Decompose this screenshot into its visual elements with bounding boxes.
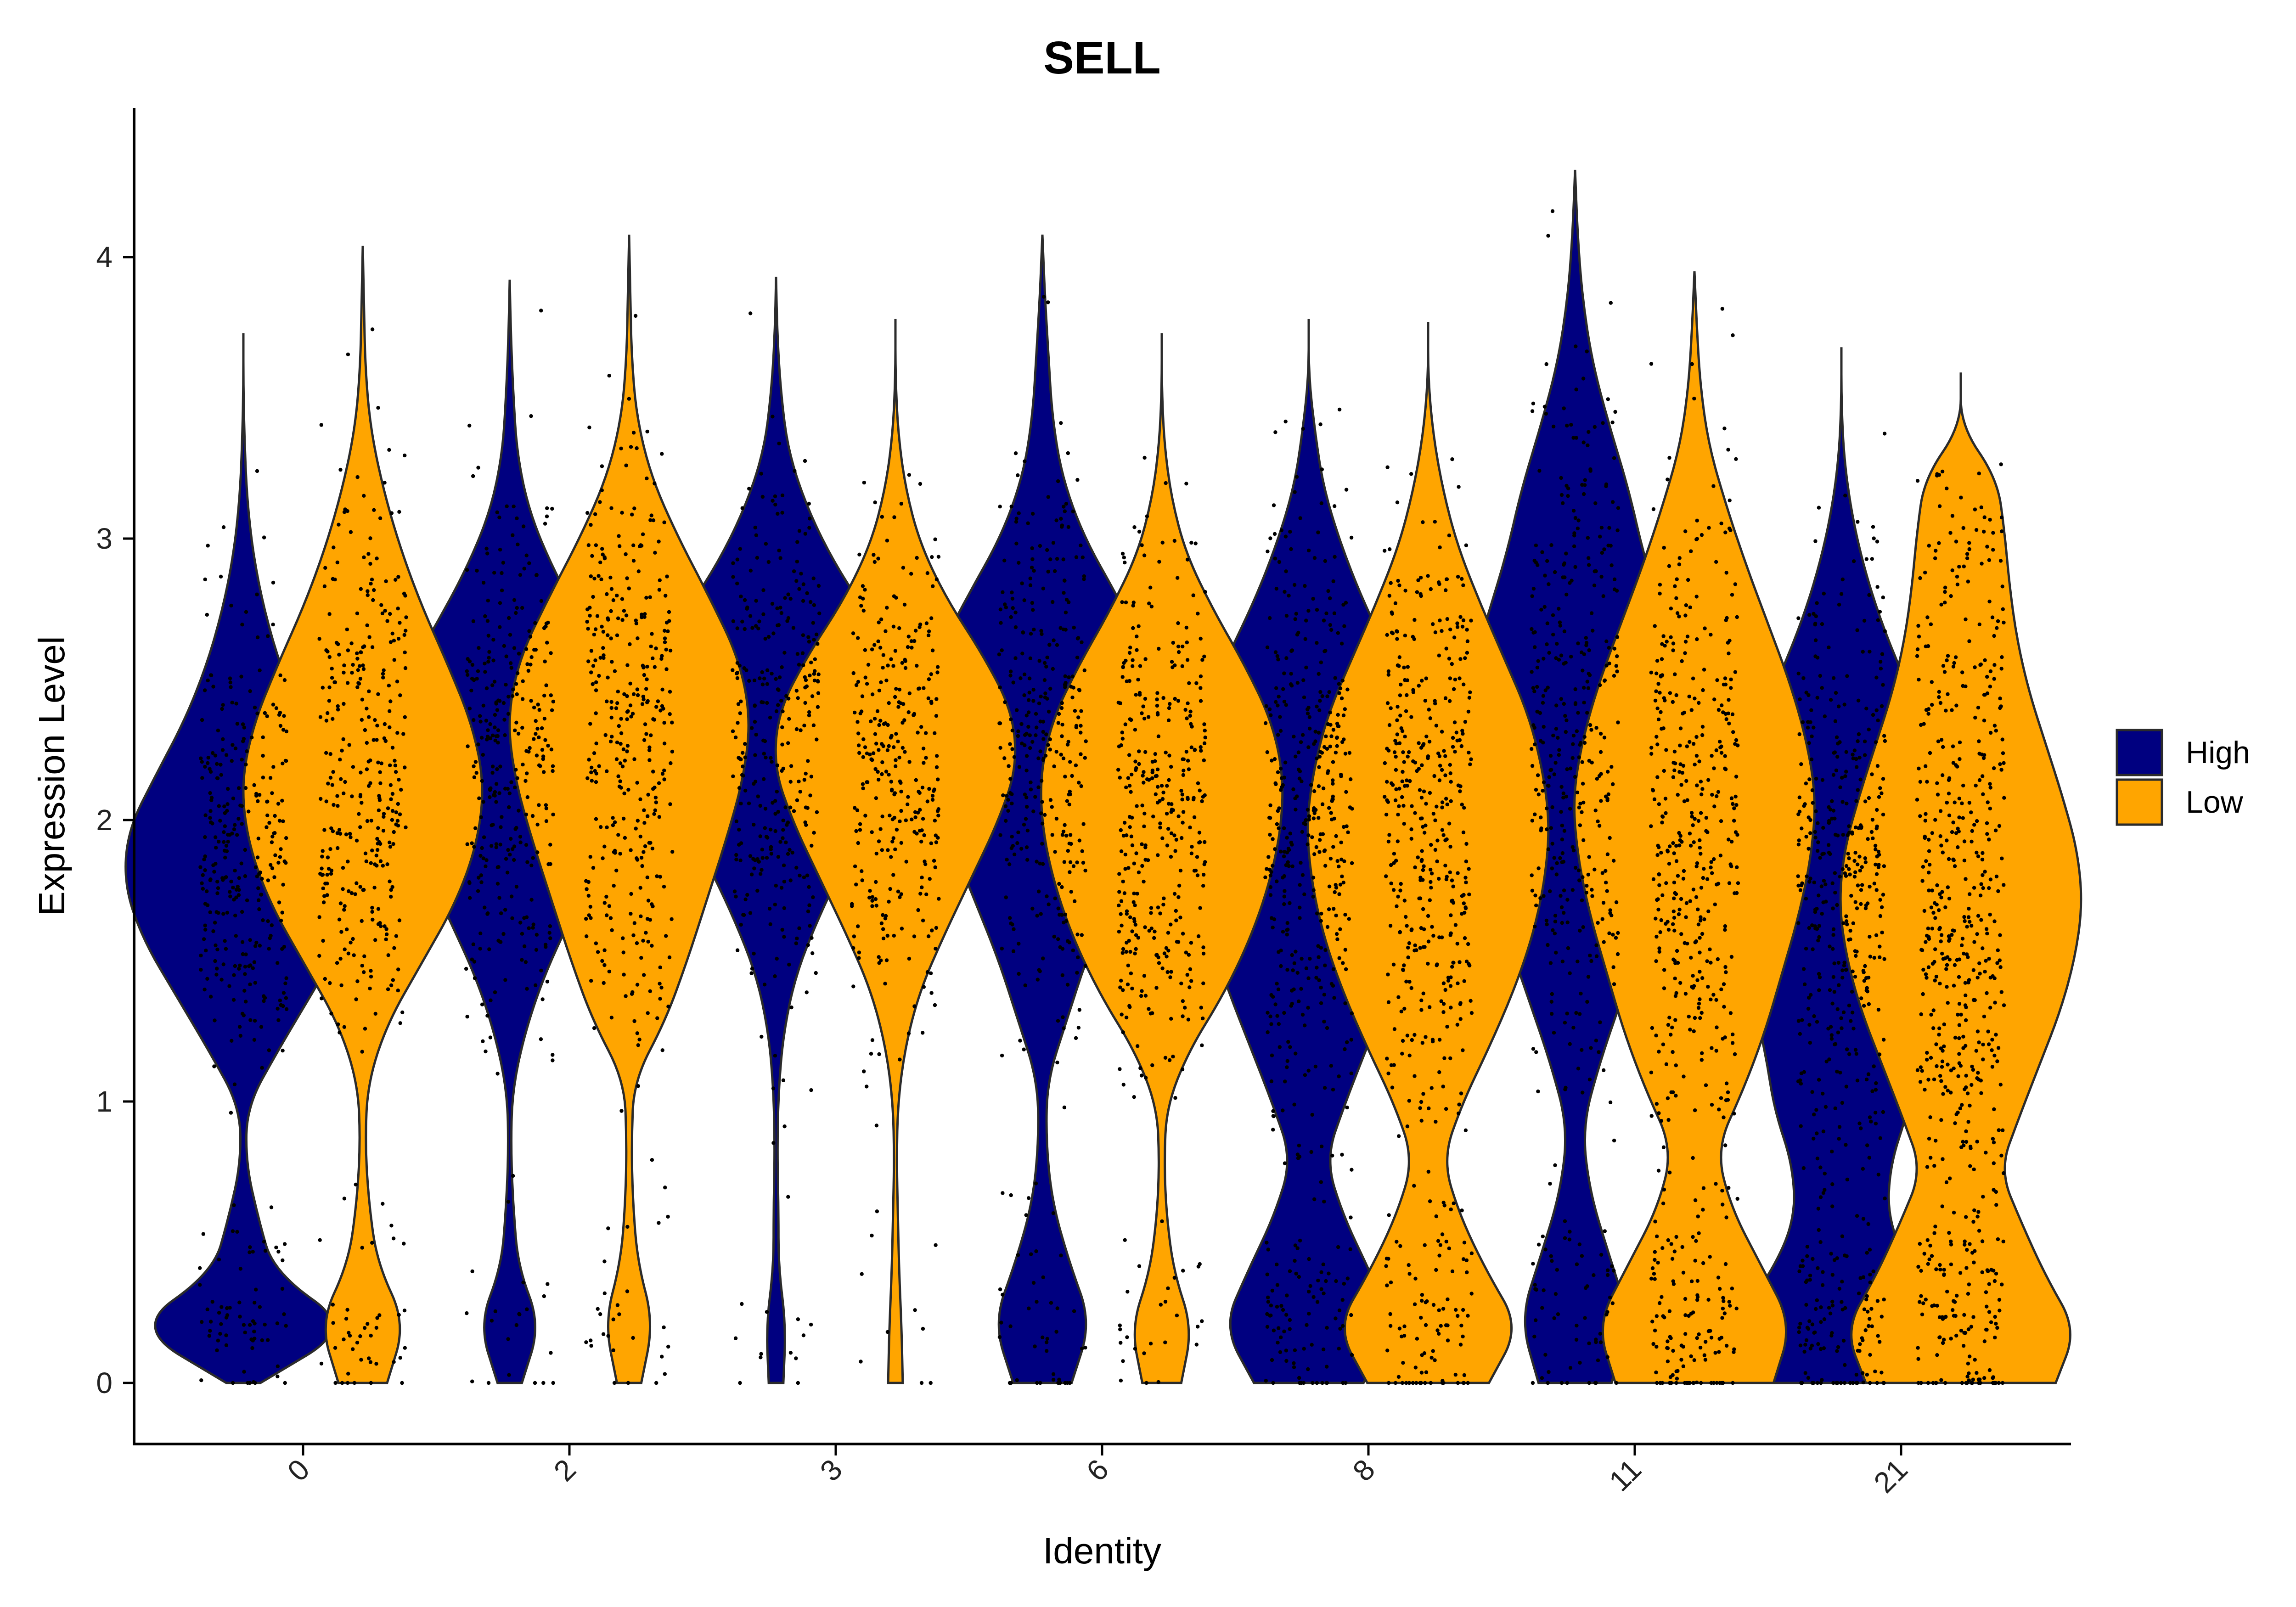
y-ticks: 0 1 2 3 4 [96,241,134,1399]
violin-low-6 [1040,333,1284,1384]
legend-label-low: Low [2186,785,2244,820]
y-axis-label: Expression Level [31,636,72,916]
x-tick-label-0: 0 [281,1453,316,1488]
x-axis-label: Identity [1043,1530,1161,1571]
x-tick-label-2: 2 [547,1453,582,1488]
points-high-11 [1530,209,1621,1385]
points-low-6 [1116,455,1207,1385]
points-low-2 [584,314,675,1385]
violin-low-2 [508,234,750,1384]
legend-label-high: High [2186,735,2250,770]
legend: High Low [2116,729,2250,826]
points-low-21 [1915,462,2006,1385]
violin-high-0 [124,333,362,1384]
points-high-3 [731,311,822,1385]
y-tick-label: 3 [96,522,113,555]
points-low-3 [850,473,941,1385]
violin-high-2 [390,279,630,1384]
y-tick-label: 0 [96,1366,113,1399]
points-high-21 [1796,432,1887,1385]
chart-title: SELL [1043,32,1161,84]
violin-low-11 [1573,271,1816,1384]
x-tick-label-11: 11 [1603,1453,1648,1498]
violin-low-21 [1839,372,2082,1384]
points-low-8 [1383,457,1474,1385]
points-high-8 [1263,407,1354,1385]
y-tick-label: 4 [96,241,113,274]
x-tick-label-8: 8 [1346,1453,1381,1488]
jitter-points-layer [198,209,2006,1385]
points-high-6 [997,295,1088,1385]
points-low-11 [1649,307,1740,1385]
violins-layer [124,169,2082,1384]
x-tick-label-3: 3 [814,1453,849,1488]
x-ticks: 0 2 3 6 8 11 21 [281,1444,1914,1499]
legend-swatch-high [2116,729,2163,776]
points-high-0 [198,469,289,1385]
points-low-0 [317,327,408,1385]
violin-low-8 [1306,322,1550,1384]
y-tick-label: 1 [96,1085,113,1118]
x-tick-label-21: 21 [1868,1453,1914,1499]
x-tick-label-6: 6 [1080,1453,1115,1488]
legend-swatch-low [2116,778,2163,826]
y-tick-label: 2 [96,804,113,837]
violin-low-0 [242,246,484,1384]
points-high-2 [464,309,556,1385]
